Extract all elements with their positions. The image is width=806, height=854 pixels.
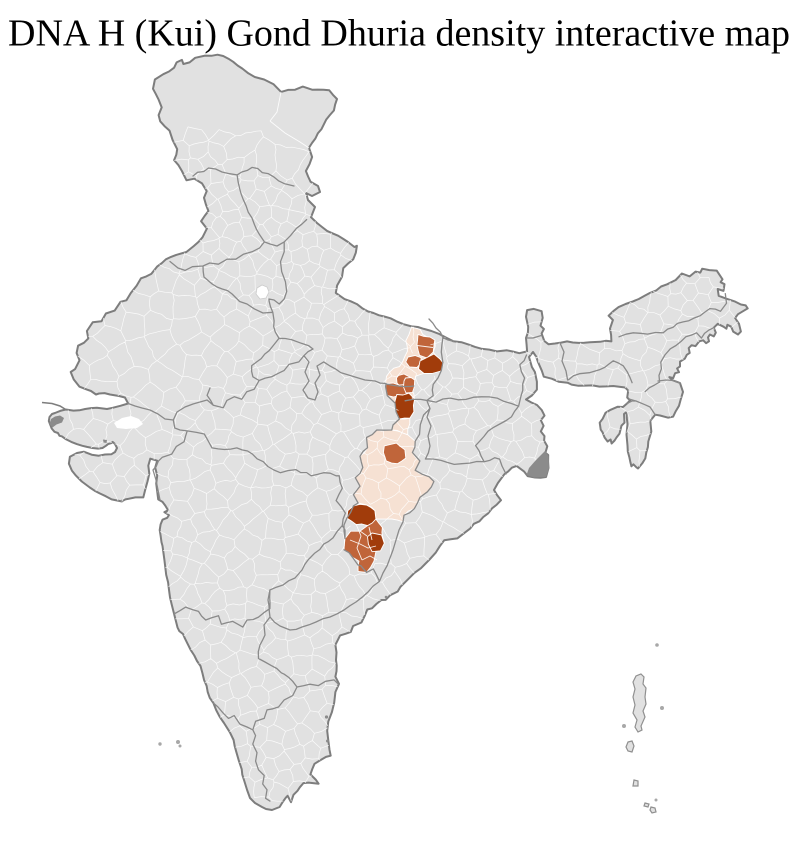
svg-text:DNA H (Kui) Gond Dhuria densit: DNA H (Kui) Gond Dhuria density interact… [8, 13, 790, 55]
